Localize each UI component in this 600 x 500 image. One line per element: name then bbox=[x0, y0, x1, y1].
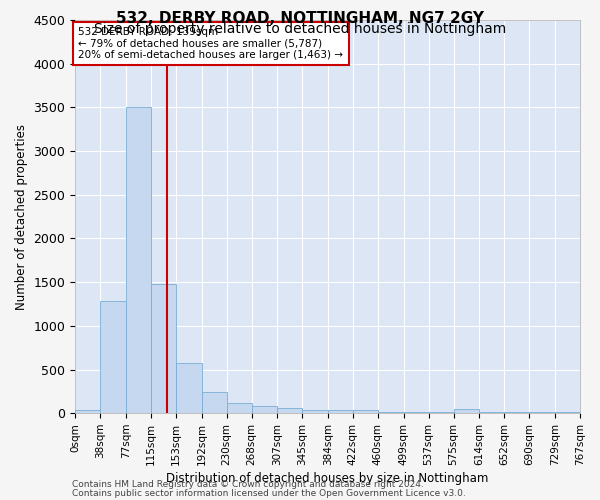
Bar bbox=[529, 412, 555, 413]
Bar bbox=[75, 410, 100, 413]
Bar bbox=[202, 392, 227, 413]
Text: Size of property relative to detached houses in Nottingham: Size of property relative to detached ho… bbox=[94, 22, 506, 36]
Bar bbox=[126, 108, 151, 413]
Bar bbox=[555, 412, 580, 413]
Text: Contains public sector information licensed under the Open Government Licence v3: Contains public sector information licen… bbox=[72, 488, 466, 498]
Bar bbox=[428, 412, 454, 413]
Bar bbox=[378, 412, 404, 413]
Bar bbox=[151, 284, 176, 413]
Bar bbox=[176, 363, 202, 413]
Bar bbox=[505, 412, 529, 413]
Bar bbox=[100, 302, 126, 413]
Text: Contains HM Land Registry data © Crown copyright and database right 2024.: Contains HM Land Registry data © Crown c… bbox=[72, 480, 424, 489]
Bar bbox=[251, 406, 277, 413]
Bar bbox=[353, 410, 378, 413]
Y-axis label: Number of detached properties: Number of detached properties bbox=[15, 124, 28, 310]
Bar bbox=[227, 403, 251, 413]
Bar bbox=[328, 410, 353, 413]
Bar bbox=[479, 412, 505, 413]
X-axis label: Distribution of detached houses by size in Nottingham: Distribution of detached houses by size … bbox=[166, 472, 489, 485]
Bar bbox=[302, 410, 328, 413]
Bar bbox=[277, 408, 302, 413]
Text: 532 DERBY ROAD: 139sqm
← 79% of detached houses are smaller (5,787)
20% of semi-: 532 DERBY ROAD: 139sqm ← 79% of detached… bbox=[79, 27, 343, 60]
Text: 532, DERBY ROAD, NOTTINGHAM, NG7 2GY: 532, DERBY ROAD, NOTTINGHAM, NG7 2GY bbox=[116, 11, 484, 26]
Bar bbox=[454, 409, 479, 413]
Bar bbox=[404, 412, 428, 413]
